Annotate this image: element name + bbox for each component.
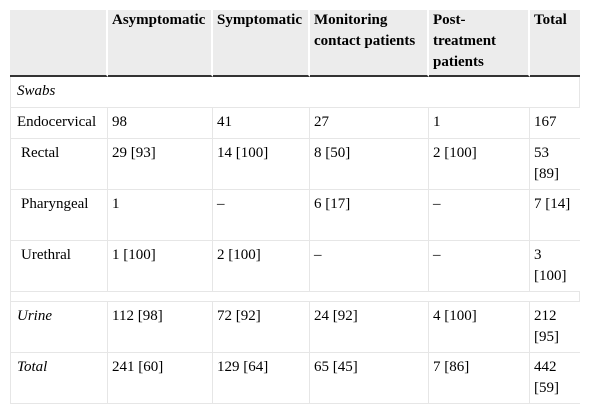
- table-row-endocervical: Endocervical 98 41 27 1 167: [10, 108, 580, 139]
- table-cell: 2 [100]: [429, 139, 530, 190]
- table-cell: 167: [530, 108, 580, 139]
- table-cell: –: [429, 190, 530, 241]
- table-cell: 8 [50]: [310, 139, 429, 190]
- header-symptomatic: Symptomatic: [213, 10, 310, 77]
- table-cell: 129 [64]: [213, 353, 310, 404]
- table-cell: 212 [95]: [530, 302, 580, 353]
- results-table: Asymptomatic Symptomatic Monitoring cont…: [10, 10, 580, 404]
- table-row-total: Total 241 [60] 129 [64] 65 [45] 7 [86] 4…: [10, 353, 580, 404]
- table-cell: 72 [92]: [213, 302, 310, 353]
- table-cell: 27: [310, 108, 429, 139]
- table-cell: 1: [429, 108, 530, 139]
- table-cell: 53 [89]: [530, 139, 580, 190]
- row-label: Urine: [10, 302, 108, 353]
- header-empty: [10, 10, 108, 77]
- header-asymptomatic: Asymptomatic: [108, 10, 213, 77]
- row-label: Pharyngeal: [10, 190, 108, 241]
- table-cell: 41: [213, 108, 310, 139]
- header-post-treatment: Post-treatment patients: [429, 10, 530, 77]
- header-total: Total: [530, 10, 580, 77]
- row-label: Endocervical: [10, 108, 108, 139]
- table-cell: 29 [93]: [108, 139, 213, 190]
- table-row-urethral: Urethral 1 [100] 2 [100] – – 3 [100]: [10, 241, 580, 292]
- section-row-swabs: Swabs: [10, 77, 580, 108]
- table-cell: 2 [100]: [213, 241, 310, 292]
- spacer-row: [10, 292, 580, 302]
- table-row-rectal: Rectal 29 [93] 14 [100] 8 [50] 2 [100] 5…: [10, 139, 580, 190]
- row-label: Urethral: [10, 241, 108, 292]
- table-cell: 6 [17]: [310, 190, 429, 241]
- table-cell: –: [429, 241, 530, 292]
- section-label: Swabs: [10, 77, 580, 108]
- table-cell: 7 [14]: [530, 190, 580, 241]
- table-row-urine: Urine 112 [98] 72 [92] 24 [92] 4 [100] 2…: [10, 302, 580, 353]
- table-cell: 1 [100]: [108, 241, 213, 292]
- spacer-cell: [10, 292, 580, 302]
- table-cell: 65 [45]: [310, 353, 429, 404]
- header-monitoring-contact: Monitoring contact patients: [310, 10, 429, 77]
- row-label: Total: [10, 353, 108, 404]
- table-cell: –: [310, 241, 429, 292]
- table-cell: 3 [100]: [530, 241, 580, 292]
- table-cell: 4 [100]: [429, 302, 530, 353]
- table-cell: 98: [108, 108, 213, 139]
- table-cell: 112 [98]: [108, 302, 213, 353]
- table-cell: 1: [108, 190, 213, 241]
- table-cell: 442 [59]: [530, 353, 580, 404]
- table-cell: 14 [100]: [213, 139, 310, 190]
- table-row-pharyngeal: Pharyngeal 1 – 6 [17] – 7 [14]: [10, 190, 580, 241]
- table-cell: 7 [86]: [429, 353, 530, 404]
- table-cell: –: [213, 190, 310, 241]
- table-cell: 24 [92]: [310, 302, 429, 353]
- header-row: Asymptomatic Symptomatic Monitoring cont…: [10, 10, 580, 77]
- row-label: Rectal: [10, 139, 108, 190]
- table-cell: 241 [60]: [108, 353, 213, 404]
